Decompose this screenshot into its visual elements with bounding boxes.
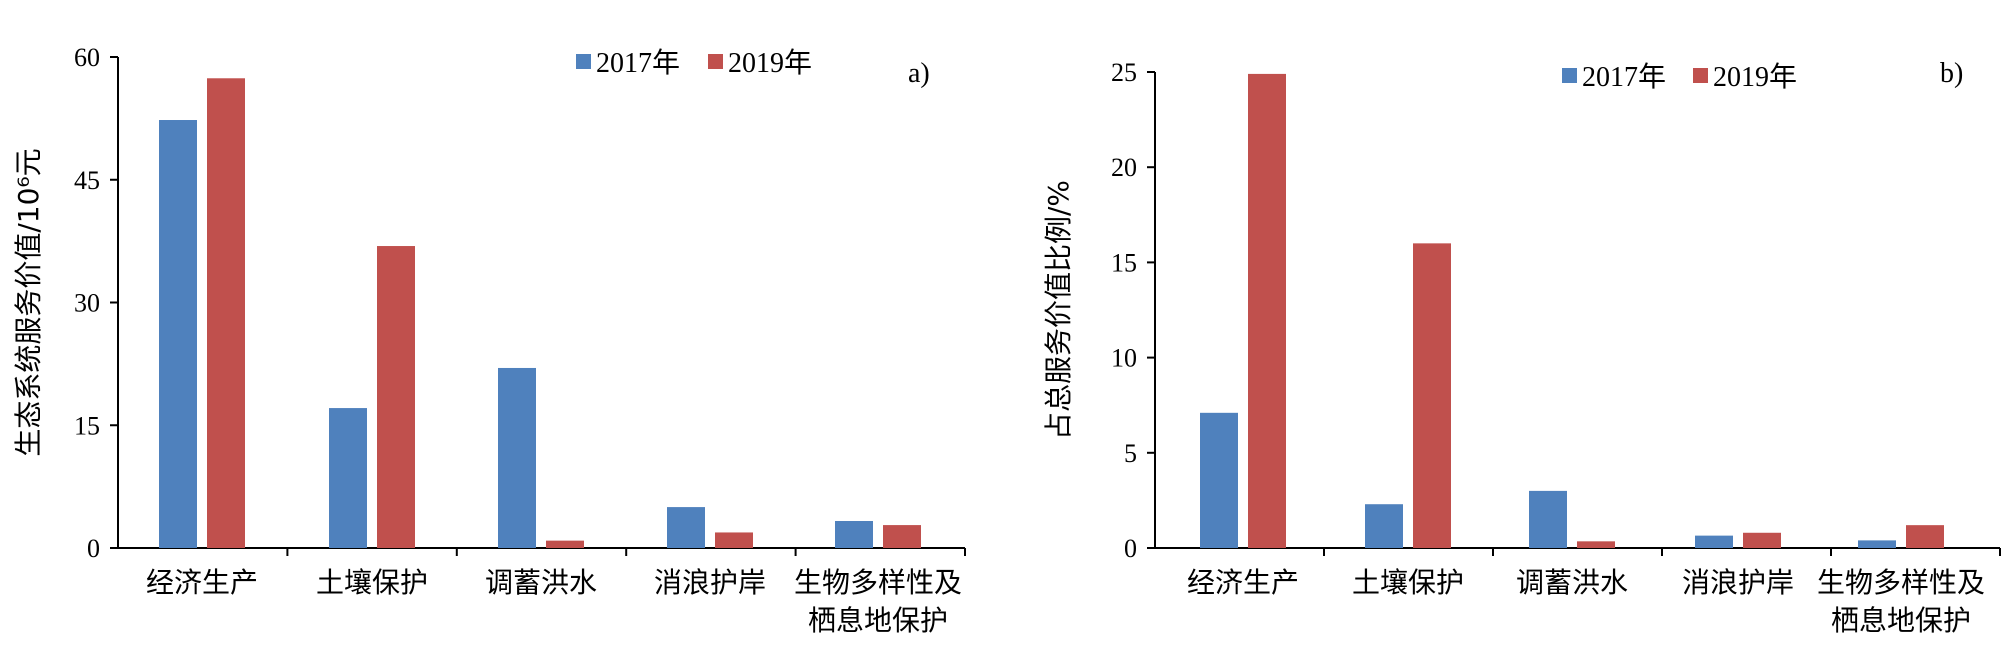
legend-label: 2019年 bbox=[728, 47, 812, 79]
x-category-label: 土壤保护 bbox=[316, 566, 428, 599]
y-tick-label: 30 bbox=[74, 289, 100, 318]
bar-2017 bbox=[1695, 535, 1733, 548]
legend-swatch-2017 bbox=[1562, 68, 1577, 83]
panel-label: a) bbox=[908, 58, 930, 89]
legend-swatch-2019 bbox=[708, 54, 723, 69]
bar-2017 bbox=[498, 367, 536, 548]
bar-2017 bbox=[1858, 540, 1896, 548]
y-tick-label: 5 bbox=[1124, 439, 1137, 468]
legend-swatch-2019 bbox=[1693, 68, 1708, 83]
x-category-label: 消浪护岸 bbox=[1682, 566, 1794, 599]
bar-2017 bbox=[835, 520, 873, 548]
legend-label: 2017年 bbox=[1582, 61, 1666, 93]
y-tick-label: 15 bbox=[74, 411, 100, 440]
x-category-label: 栖息地保护 bbox=[808, 604, 948, 637]
bar-2019 bbox=[1413, 243, 1451, 549]
x-category-label: 消浪护岸 bbox=[654, 566, 766, 599]
bar-2017 bbox=[1529, 490, 1567, 548]
legend-swatch-2017 bbox=[576, 54, 591, 69]
y-tick-label: 60 bbox=[74, 43, 100, 72]
x-category-label: 生物多样性及 bbox=[1817, 566, 1985, 599]
y-axis-title: 生态系统服务价值/10⁶元 bbox=[12, 148, 45, 456]
x-category-label: 调蓄洪水 bbox=[1516, 566, 1628, 599]
y-tick-label: 45 bbox=[74, 166, 100, 195]
bar-2019 bbox=[715, 532, 753, 548]
x-category-label: 经济生产 bbox=[146, 566, 258, 599]
y-tick-label: 0 bbox=[1124, 534, 1137, 563]
bar-2019 bbox=[1577, 541, 1615, 548]
y-tick-label: 10 bbox=[1111, 344, 1137, 373]
x-category-label: 调蓄洪水 bbox=[485, 566, 597, 599]
bar-2019 bbox=[883, 525, 921, 548]
x-category-label: 生物多样性及 bbox=[794, 566, 962, 599]
bar-2017 bbox=[1365, 504, 1403, 548]
legend-label: 2017年 bbox=[596, 47, 680, 79]
y-axis-title: 占总服务价值比例/% bbox=[1042, 180, 1075, 440]
bar-2017 bbox=[329, 408, 367, 548]
bar-2017 bbox=[1200, 412, 1238, 548]
bar-2019 bbox=[1906, 525, 1944, 548]
bar-2019 bbox=[1248, 73, 1286, 549]
bar-2017 bbox=[667, 507, 705, 548]
x-category-label: 土壤保护 bbox=[1352, 566, 1464, 599]
bar-2017 bbox=[159, 120, 197, 549]
y-tick-label: 0 bbox=[87, 534, 100, 563]
x-category-label: 经济生产 bbox=[1187, 566, 1299, 599]
bar-2019 bbox=[207, 78, 245, 548]
legend-label: 2019年 bbox=[1713, 61, 1797, 93]
y-tick-label: 20 bbox=[1111, 153, 1137, 182]
panel-label: b) bbox=[1940, 58, 1963, 89]
bar-2019 bbox=[377, 246, 415, 548]
y-tick-label: 15 bbox=[1111, 248, 1137, 277]
bar-2019 bbox=[1743, 532, 1781, 548]
x-category-label: 栖息地保护 bbox=[1831, 604, 1971, 637]
bar-2019 bbox=[546, 540, 584, 548]
y-tick-label: 25 bbox=[1111, 58, 1137, 87]
